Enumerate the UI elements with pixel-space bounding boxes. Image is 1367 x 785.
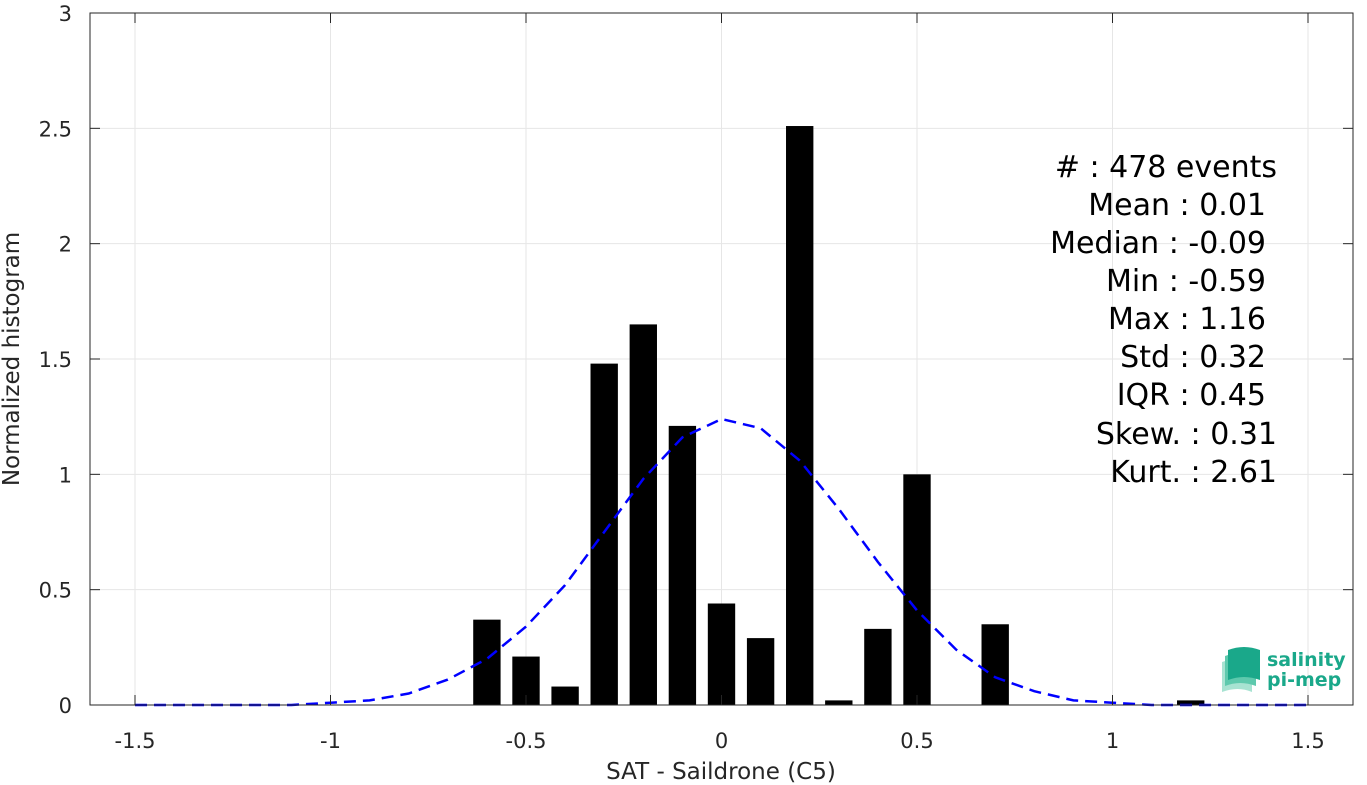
axes	[89, 12, 1354, 706]
stats-median: Median : -0.09	[1050, 226, 1266, 261]
y-tick-label-0: 0	[59, 694, 72, 718]
stats-kurt: Kurt. : 2.61	[1110, 455, 1277, 490]
histogram-bar-2	[551, 686, 579, 705]
logo-text-salinity: salinity	[1267, 649, 1346, 671]
y-tick-label-4: 2	[59, 233, 72, 257]
histogram-bar-4	[629, 324, 657, 705]
x-tick-label-4: 0.5	[900, 729, 933, 753]
y-tick-label-6: 3	[59, 2, 72, 26]
statistics-box: # : 478 events Mean : 0.01 Median : -0.0…	[1050, 150, 1277, 490]
x-tick-label-1: -1	[320, 729, 341, 753]
histogram-bar-11	[903, 474, 931, 705]
histogram-bar-10	[864, 628, 892, 705]
x-tick-label-2: -0.5	[506, 729, 547, 753]
histogram-bar-13	[1177, 700, 1205, 705]
stats-events: # : 478 events	[1055, 150, 1277, 185]
stats-std: Std : 0.32	[1120, 340, 1266, 375]
x-tick-label-6: 1.5	[1291, 729, 1324, 753]
histogram-bar-5	[668, 425, 697, 705]
histogram-bars	[473, 126, 1205, 705]
histogram-bar-7	[746, 638, 775, 705]
histogram-bar-6	[707, 603, 736, 705]
stats-min: Min : -0.59	[1106, 264, 1266, 299]
y-tick-label-5: 2.5	[39, 117, 72, 141]
x-axis-title: SAT - Saildrone (C5)	[606, 759, 836, 785]
histogram-bar-0	[473, 619, 501, 705]
y-tick-label-2: 1	[59, 463, 72, 487]
y-tick-label-1: 0.5	[39, 579, 72, 603]
wave-logo-icon	[1222, 647, 1260, 692]
histogram-bar-8	[786, 126, 814, 705]
tick-labels: -1.5 -1 -0.5 0 0.5 1 1.5 0 0.5 1 1.5 2 2.5 3	[39, 2, 1325, 753]
histogram-bar-12	[981, 624, 1009, 705]
stats-max: Max : 1.16	[1108, 302, 1266, 337]
logo-text-pi-mep: pi-mep	[1267, 669, 1341, 691]
x-tick-label-5: 1	[1106, 729, 1119, 753]
x-tick-label-3: 0	[715, 729, 728, 753]
histogram-bar-3	[590, 363, 618, 705]
x-tick-label-0: -1.5	[115, 729, 156, 753]
y-tick-label-3: 1.5	[39, 348, 72, 372]
histogram-bar-9	[825, 700, 853, 705]
stats-skew: Skew. : 0.31	[1096, 417, 1277, 452]
y-axis-title: Normalized histogram	[0, 232, 25, 486]
stats-iqr: IQR : 0.45	[1117, 378, 1266, 413]
stats-mean: Mean : 0.01	[1088, 188, 1266, 223]
salinity-pi-mep-logo: salinity pi-mep	[1222, 647, 1346, 692]
